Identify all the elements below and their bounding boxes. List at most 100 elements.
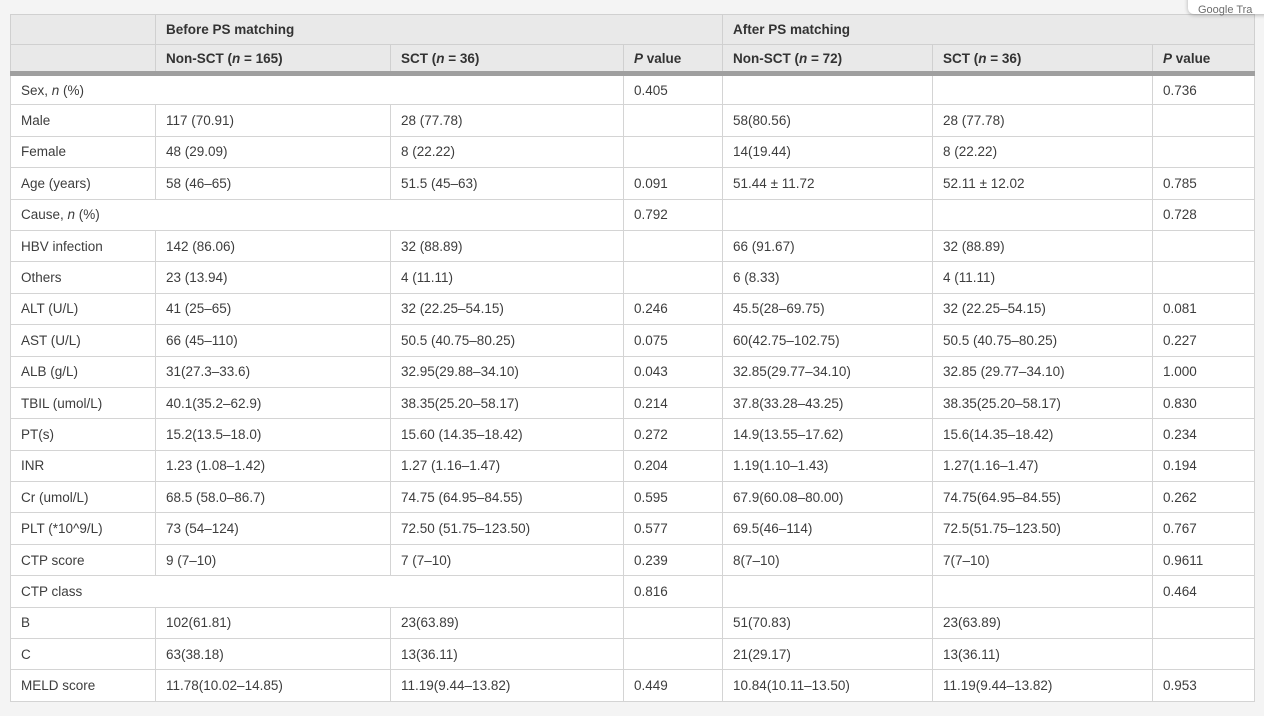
value-cell: 41 (25–65): [155, 292, 391, 326]
value-cell: [622, 606, 724, 640]
table-row: AST (U/L) 66 (45–110) 50.5 (40.75–80.25) 0.…: [10, 324, 1256, 357]
value-cell: 0.204: [622, 449, 724, 483]
column-header: Non-SCT (n = 165): [155, 44, 391, 76]
value-cell: [1152, 606, 1256, 640]
google-translate-label: Google Tra: [1198, 4, 1253, 16]
value-cell: 69.5(46–114): [722, 512, 934, 545]
value-cell: 0.785: [1152, 167, 1256, 200]
value-cell: 4 (11.11): [390, 261, 624, 294]
value-cell: 1.19(1.10–1.43): [722, 449, 934, 483]
table-row: PT(s) 15.2(13.5–18.0) 15.60 (14.35–18.42) 0…: [10, 418, 1256, 451]
value-cell: 0.239: [622, 543, 724, 577]
row-label: ALT (U/L): [10, 292, 156, 326]
table-row: CTP score 9 (7–10) 7 (7–10) 0.239 8(7–10) 7(7…: [10, 543, 1256, 577]
value-cell: 32 (88.89): [932, 229, 1154, 263]
value-cell: 28 (77.78): [932, 104, 1154, 137]
value-cell: 21(29.17): [722, 638, 934, 671]
group-header: [10, 14, 156, 45]
google-translate-popup[interactable]: Google Tra: [1188, 0, 1264, 16]
value-cell: 11.19(9.44–13.82): [932, 669, 1154, 702]
table-row: Male 117 (70.91) 28 (77.78) 58(80.56) 28 (77…: [10, 104, 1256, 137]
row-label: CTP class: [10, 575, 624, 608]
value-cell: 0.194: [1152, 449, 1256, 483]
value-cell: 72.5(51.75–123.50): [932, 512, 1154, 545]
table-row: C 63(38.18) 13(36.11) 21(29.17) 13(36.11): [10, 638, 1256, 671]
value-cell: 50.5 (40.75–80.25): [932, 324, 1154, 357]
value-cell: 7(7–10): [932, 543, 1154, 577]
value-cell: 32 (22.25–54.15): [932, 292, 1154, 326]
column-header: Non-SCT (n = 72): [722, 44, 934, 76]
value-cell: 32.85(29.77–34.10): [722, 355, 934, 388]
value-cell: 67.9(60.08–80.00): [722, 481, 934, 514]
value-cell: 51.44 ± 11.72: [722, 167, 934, 200]
value-cell: 0.449: [622, 669, 724, 702]
value-cell: 0.728: [1152, 198, 1256, 231]
row-label: Male: [10, 104, 156, 137]
value-cell: 32.95(29.88–34.10): [390, 355, 624, 388]
value-cell: 0.262: [1152, 481, 1256, 514]
column-header: P value: [622, 44, 724, 76]
value-cell: 0.953: [1152, 669, 1256, 702]
value-cell: 66 (91.67): [722, 229, 934, 263]
value-cell: 72.50 (51.75–123.50): [390, 512, 624, 545]
value-cell: 0.792: [622, 198, 724, 231]
value-cell: [622, 638, 724, 671]
row-label: PT(s): [10, 418, 156, 451]
value-cell: 15.60 (14.35–18.42): [390, 418, 624, 451]
row-label: Others: [10, 261, 156, 294]
value-cell: [722, 72, 934, 106]
value-cell: 0.464: [1152, 575, 1256, 608]
value-cell: 32.85 (29.77–34.10): [932, 355, 1154, 388]
baseline-characteristics-table: Before PS matching After PS matching Non-S…: [10, 14, 1256, 702]
table-row: INR 1.23 (1.08–1.42) 1.27 (1.16–1.47) 0.204…: [10, 449, 1256, 483]
value-cell: 48 (29.09): [155, 135, 391, 169]
value-cell: 0.081: [1152, 292, 1256, 326]
value-cell: [1152, 261, 1256, 294]
value-cell: 11.19(9.44–13.82): [390, 669, 624, 702]
value-cell: 8(7–10): [722, 543, 934, 577]
value-cell: 23 (13.94): [155, 261, 391, 294]
row-label: MELD score: [10, 669, 156, 702]
table-row: ALB (g/L) 31(27.3–33.6) 32.95(29.88–34.10)…: [10, 355, 1256, 388]
row-label: Female: [10, 135, 156, 169]
value-cell: 0.272: [622, 418, 724, 451]
column-header: SCT (n = 36): [932, 44, 1154, 76]
value-cell: 58 (46–65): [155, 167, 391, 200]
value-cell: 6 (8.33): [722, 261, 934, 294]
value-cell: 15.2(13.5–18.0): [155, 418, 391, 451]
value-cell: 0.214: [622, 386, 724, 420]
value-cell: 0.595: [622, 481, 724, 514]
value-cell: [932, 198, 1154, 231]
value-cell: 15.6(14.35–18.42): [932, 418, 1154, 451]
row-label: C: [10, 638, 156, 671]
table-row: PLT (*10^9/L) 73 (54–124) 72.50 (51.75–123…: [10, 512, 1256, 545]
value-cell: 142 (86.06): [155, 229, 391, 263]
value-cell: 0.246: [622, 292, 724, 326]
value-cell: 66 (45–110): [155, 324, 391, 357]
row-label: CTP score: [10, 543, 156, 577]
group-header: After PS matching: [722, 14, 1256, 45]
value-cell: 38.35(25.20–58.17): [390, 386, 624, 420]
row-label: Sex, n (%): [10, 72, 624, 106]
value-cell: [1152, 229, 1256, 263]
table-row: Cr (umol/L) 68.5 (58.0–86.7) 74.75 (64.95–…: [10, 481, 1256, 514]
value-cell: 23(63.89): [932, 606, 1154, 640]
group-header: Before PS matching: [154, 14, 724, 45]
value-cell: [1152, 104, 1256, 137]
row-label: AST (U/L): [10, 324, 156, 357]
value-cell: 74.75(64.95–84.55): [932, 481, 1154, 514]
value-cell: [1152, 638, 1256, 671]
value-cell: 13(36.11): [932, 638, 1154, 671]
table-row: Age (years) 58 (46–65) 51.5 (45–63) 0.091 51…: [10, 167, 1256, 200]
value-cell: 14.9(13.55–17.62): [722, 418, 934, 451]
value-cell: 60(42.75–102.75): [722, 324, 934, 357]
value-cell: 74.75 (64.95–84.55): [390, 481, 624, 514]
value-cell: 73 (54–124): [155, 512, 391, 545]
value-cell: 1.000: [1152, 355, 1256, 388]
value-cell: 32 (22.25–54.15): [390, 292, 624, 326]
value-cell: 4 (11.11): [932, 261, 1154, 294]
value-cell: [932, 72, 1154, 106]
value-cell: 45.5(28–69.75): [722, 292, 934, 326]
value-cell: 38.35(25.20–58.17): [932, 386, 1154, 420]
value-cell: [622, 104, 724, 137]
